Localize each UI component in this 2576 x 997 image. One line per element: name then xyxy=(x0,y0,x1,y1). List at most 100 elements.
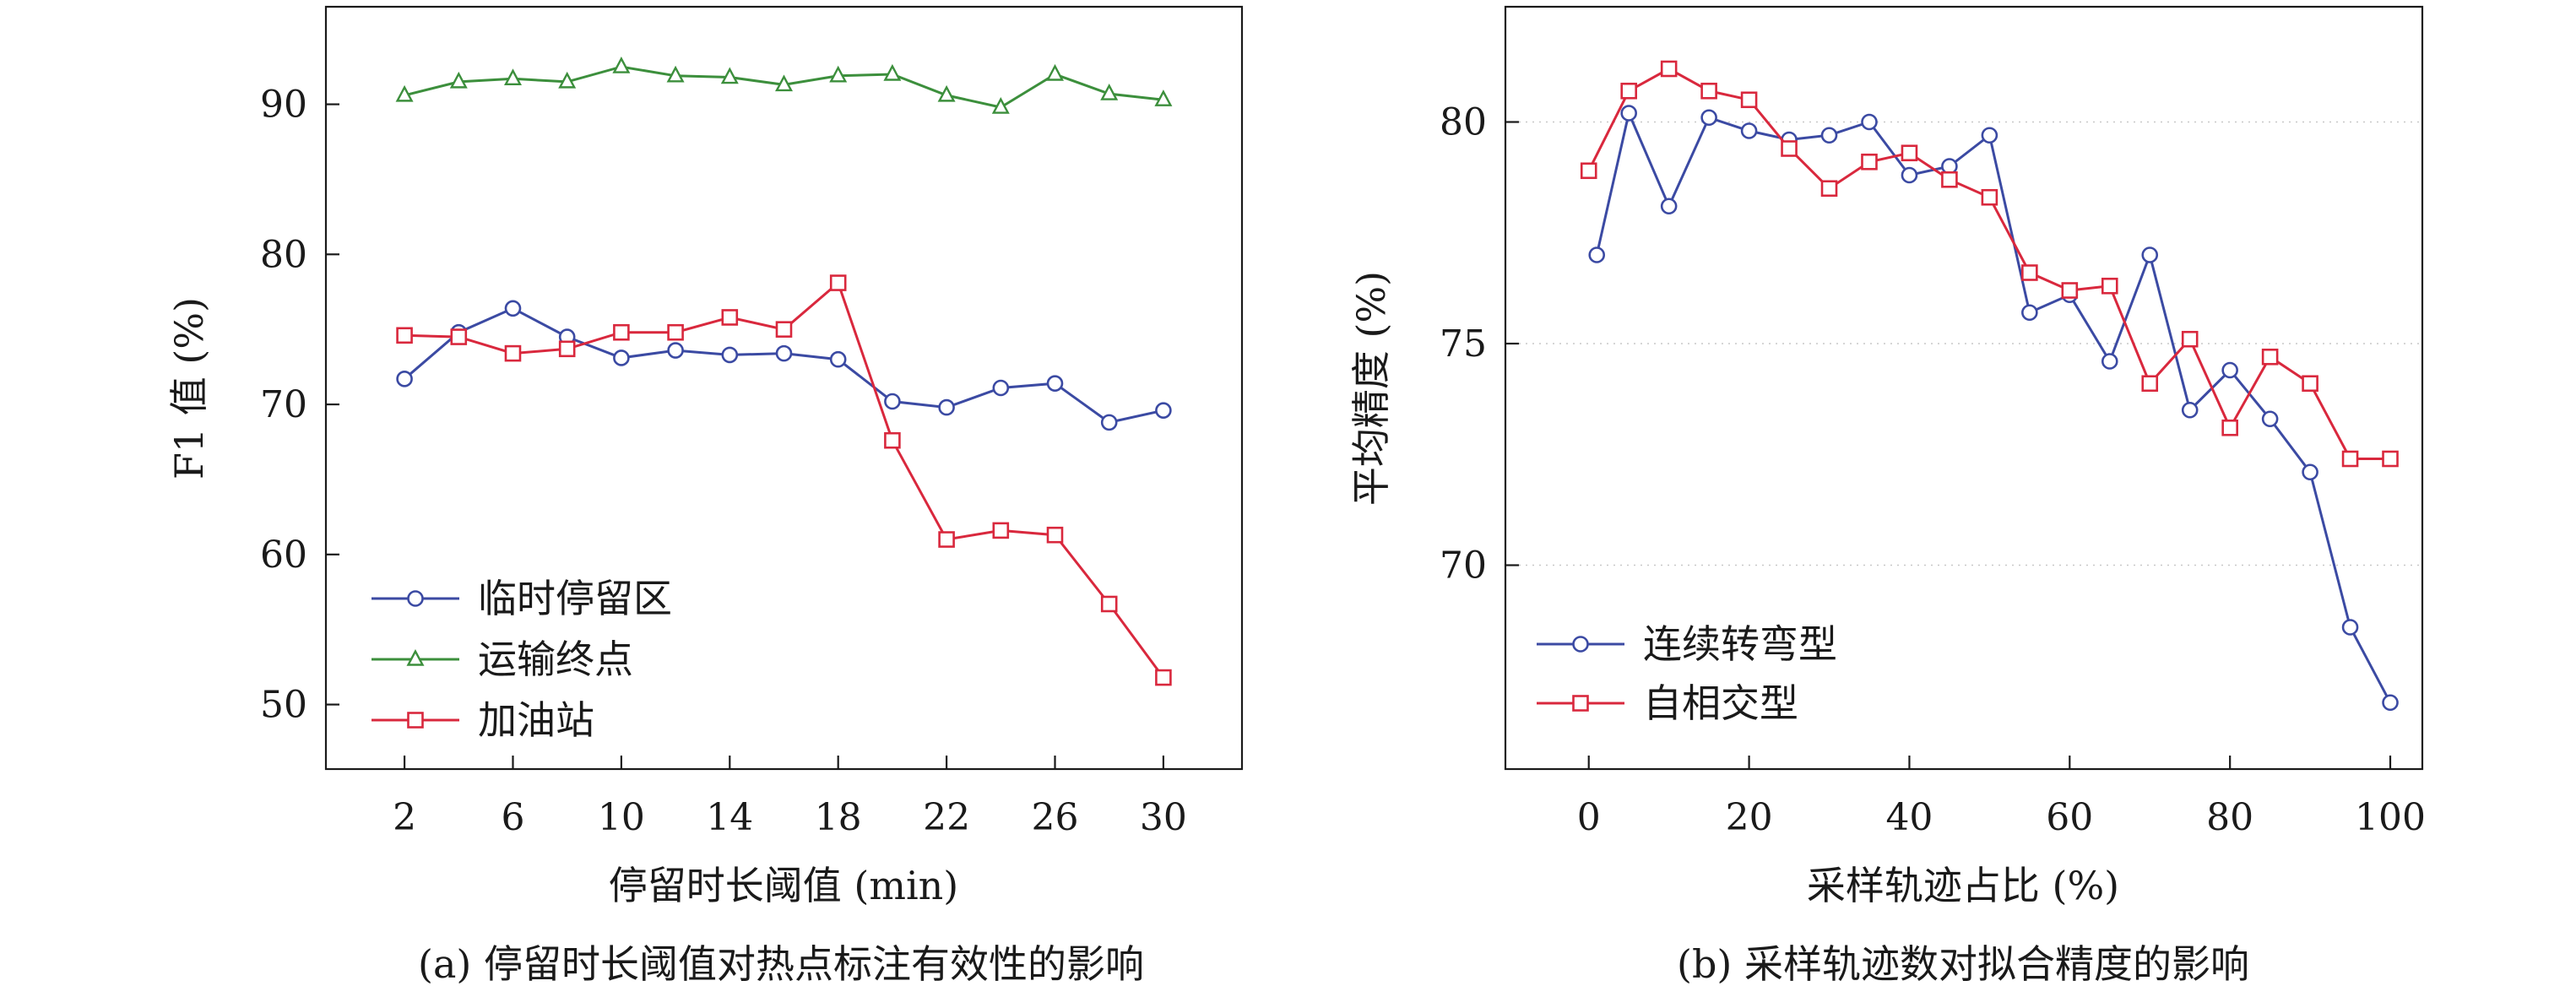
panel-a-series-1-point xyxy=(992,379,1010,397)
panel-a-series-2-point xyxy=(1154,89,1173,106)
panel-a-x-tick-label: 10 xyxy=(598,796,645,839)
panel-a-series-3-point xyxy=(396,327,413,344)
panel-b-series-2-point xyxy=(1660,60,1678,78)
panel-b-series-1-point xyxy=(1820,127,1838,144)
panel-a-series-3-point xyxy=(829,274,847,291)
panel-a-legend-label: 临时停留区 xyxy=(478,576,672,621)
panel-b-series-1-point xyxy=(2101,353,2118,370)
panel-a-series-1-point xyxy=(1100,414,1118,431)
panel-a-series-1-point xyxy=(1046,375,1064,392)
panel-b-x-tick-label: 60 xyxy=(2046,796,2093,839)
panel-a-legend-label: 运输终点 xyxy=(478,637,633,682)
panel-b-series-1-point xyxy=(2141,247,2159,263)
panel-b-series-2-point xyxy=(1700,82,1717,100)
panel-b-series-2-point xyxy=(2341,450,2359,468)
panel-b-series-2-point xyxy=(1580,162,1597,180)
panel-a-series-3-point xyxy=(450,328,468,345)
panel-a-series-3-point xyxy=(938,531,955,548)
panel-a-series-1-point xyxy=(829,350,847,368)
panel-b-series-2-point xyxy=(2181,330,2199,348)
panel-b-legend-label: 自相交型 xyxy=(1643,680,1798,726)
panel-a-legend-item: 运输终点 xyxy=(371,637,633,682)
panel-b-series-2-point xyxy=(1981,188,1998,206)
panel-b-y-tick-label: 80 xyxy=(1440,101,1487,144)
panel-b-legend-item: 连续转弯型 xyxy=(1537,621,1837,667)
panel-b-series-2-point xyxy=(2101,277,2118,295)
panel-b-x-tick-label: 80 xyxy=(2206,796,2253,839)
panel-a-series-1-point xyxy=(884,393,901,410)
panel-b-x-tick-label: 40 xyxy=(1885,796,1933,839)
panel-b-series-1-point xyxy=(1660,198,1678,215)
panel-a-caption: (a) 停留时长阈值对热点标注有效性的影响 xyxy=(418,941,1144,987)
panel-a-y-tick-label: 90 xyxy=(260,84,307,127)
panel-a-series-3-point xyxy=(558,340,576,358)
panel-a-y-tick-label: 50 xyxy=(260,684,307,727)
panel-a-series-3-point xyxy=(504,344,522,362)
panel-b-y-axis-label: 平均精度 (%) xyxy=(1348,271,1394,506)
panel-a-x-tick-label: 2 xyxy=(393,796,416,839)
panel-b-y-tick-label: 75 xyxy=(1440,322,1487,366)
panel-a-plot-frame xyxy=(324,5,1244,771)
panel-b-series-2-point xyxy=(1941,171,1958,188)
panel-b-series-1-point xyxy=(2302,463,2318,481)
panel-a-series-3-point xyxy=(992,522,1010,539)
panel-b-series-2-point xyxy=(1620,82,1637,100)
panel-a-series-2-point xyxy=(937,84,956,102)
panel-b-series-1-point xyxy=(1901,166,1918,184)
panel-a-x-tick-label: 26 xyxy=(1032,796,1079,839)
panel-a-series-1-point xyxy=(721,346,739,364)
panel-b-series-1-point xyxy=(1941,158,1958,175)
panel-b-series-2-point xyxy=(2302,375,2318,393)
panel-a-series-1-point xyxy=(396,371,413,387)
panel-b-legend-item: 自相交型 xyxy=(1537,680,1798,726)
panel-a-series-3-point xyxy=(721,309,739,326)
panel-b-series-1-point xyxy=(1861,113,1878,131)
panel-a-series-2-point xyxy=(666,65,685,83)
panel-b-x-tick-label: 0 xyxy=(1577,796,1601,839)
panel-b-series-2-point xyxy=(1901,144,1918,162)
panel-a-series-2-point xyxy=(1100,84,1119,100)
panel-b-series-2-point xyxy=(1740,91,1758,109)
panel-b-series-2-point xyxy=(1861,153,1878,171)
panel-a-series-2-point xyxy=(503,68,522,86)
panel-a-series-3-point xyxy=(667,323,684,341)
panel-b-series-1-point xyxy=(2221,361,2238,379)
panel-b-series-1-point xyxy=(2341,619,2359,636)
panel-a-series-1-point xyxy=(504,300,522,317)
panel-a-x-tick-label: 6 xyxy=(501,796,524,839)
panel-a-series-3-point xyxy=(613,323,630,341)
panel-a-series-2-point xyxy=(612,57,631,73)
panel-b-series-2-point xyxy=(2061,282,2079,299)
panel-a-legend-item: 临时停留区 xyxy=(371,576,672,621)
panel-a-series-1-point xyxy=(938,398,955,416)
panel-b-series-2-point xyxy=(2221,419,2238,436)
panel-a-legend-item: 加油站 xyxy=(371,697,594,743)
panel-a-series-1-point xyxy=(1155,402,1172,419)
panel-b-series-1-point xyxy=(2261,410,2279,428)
panel-b-series-1-point xyxy=(1740,122,1758,139)
panel-b-series-1-point xyxy=(2021,304,2038,322)
panel-b-series-1-point xyxy=(1620,105,1637,122)
legend-swatch-marker xyxy=(407,590,424,607)
panel-a-series-2-point xyxy=(829,65,848,83)
panel-a-series-1-point xyxy=(667,342,684,359)
panel-b-series-1-point xyxy=(2382,694,2399,712)
panel-a-series-2-point xyxy=(558,71,577,89)
panel-b-y-tick-label: 70 xyxy=(1440,545,1487,588)
panel-a-series-2-point xyxy=(1046,63,1065,81)
legend-swatch-marker xyxy=(1572,695,1589,712)
panel-b-plot-frame xyxy=(1504,5,2424,771)
panel-a-series-3-point xyxy=(1100,595,1118,613)
panel-b-series-2-point xyxy=(1781,140,1798,157)
panel-a-series-2-point xyxy=(775,74,793,92)
panel-a-series-3-point xyxy=(1046,526,1064,544)
panel-a-x-tick-label: 14 xyxy=(706,796,753,839)
panel-a-series-2-point xyxy=(883,63,902,81)
panel-b-x-tick-label: 20 xyxy=(1726,796,1773,839)
panel-b-series-2-point xyxy=(2021,264,2038,281)
panel-b-x-tick-label: 100 xyxy=(2355,796,2426,839)
legend-swatch-marker xyxy=(407,712,424,729)
panel-a-y-tick-label: 80 xyxy=(260,233,307,276)
